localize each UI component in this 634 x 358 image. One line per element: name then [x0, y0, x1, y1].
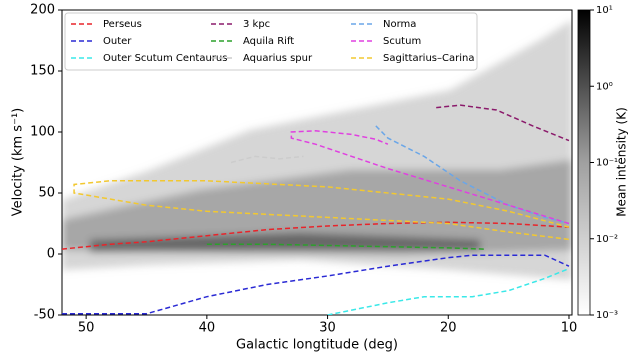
y-tick-label: 200 [30, 3, 55, 18]
y-tick-label: 150 [30, 64, 55, 79]
y-tick-label: 0 [47, 247, 55, 262]
x-tick-label: 20 [440, 321, 457, 336]
series-line [230, 155, 304, 164]
legend-label: Scutum [383, 36, 421, 47]
legend-label: Norma [383, 19, 416, 30]
legend-label: Outer [103, 36, 132, 47]
colorbar-tick-label: 10¹ [596, 5, 613, 16]
x-tick-label: 10 [561, 321, 578, 336]
y-tick-label: -50 [34, 308, 55, 323]
legend-label: Perseus [103, 19, 142, 30]
x-axis-label: Galactic longtitude (deg) [236, 338, 398, 353]
legend-label: 3 kpc [243, 19, 270, 30]
x-tick-label: 30 [319, 321, 336, 336]
colorbar-tick-label: 10⁻² [596, 234, 618, 245]
colorbar-tick-label: 10⁻³ [596, 310, 618, 321]
series-line [73, 180, 570, 241]
emission-background [62, 20, 572, 280]
series-line [290, 130, 570, 225]
series-line [375, 125, 570, 225]
colorbar-tick-label: 10⁻¹ [596, 158, 618, 169]
colorbar-label: Mean intensity (K) [615, 107, 629, 217]
series-line [327, 267, 570, 315]
series-line [62, 254, 570, 315]
x-tick-label: 40 [199, 321, 216, 336]
y-tick-label: 50 [38, 186, 55, 201]
series-line [62, 221, 570, 250]
y-tick-label: 100 [30, 125, 55, 140]
colorbar-tick-label: 10⁰ [596, 81, 613, 92]
x-tick-label: 50 [78, 321, 95, 336]
series-line [436, 104, 570, 142]
legend-label: Aquila Rift [243, 36, 294, 47]
legend-label: Sagittarius–Carina [383, 53, 474, 64]
legend-box [64, 12, 478, 71]
plot-frame [61, 9, 573, 316]
legend-label: Outer Scutum Centaurus [103, 53, 227, 64]
legend-label: Aquarius spur [243, 53, 313, 64]
colorbar [577, 9, 591, 316]
series-line [206, 243, 485, 250]
y-axis-label: Velocity (km s⁻¹) [11, 108, 26, 216]
